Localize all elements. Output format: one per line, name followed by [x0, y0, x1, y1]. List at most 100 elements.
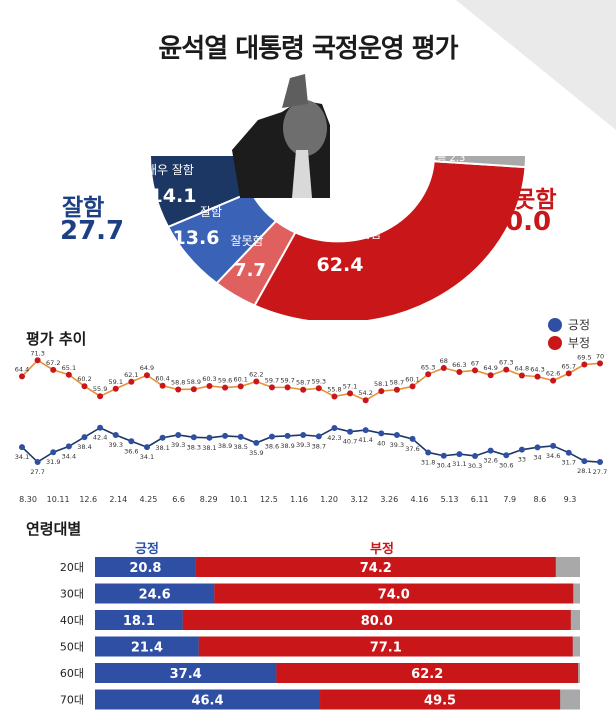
positive-data-label: 42.3	[327, 434, 341, 442]
negative-data-label: 59.1	[108, 378, 122, 386]
negative-data-label: 62.1	[124, 371, 138, 379]
legend-negative-label: 부정	[567, 336, 590, 350]
age-bar-positive	[95, 636, 199, 657]
negative-point	[472, 367, 479, 374]
negative-point	[378, 388, 385, 395]
age-bar-positive	[95, 663, 277, 683]
negative-data-label: 54.2	[358, 389, 372, 397]
negative-data-label: 60.1	[233, 375, 247, 383]
positive-point	[425, 449, 432, 456]
page-title: 윤석열 대통령 국정운영 평가	[158, 34, 458, 64]
positive-point	[518, 446, 525, 453]
negative-data-label: 58.1	[374, 380, 388, 388]
x-tick-label: 12.6	[79, 495, 97, 504]
positive-data-label: 34.6	[546, 452, 560, 460]
positive-point	[112, 431, 119, 438]
negative-data-label: 58.8	[171, 378, 185, 386]
age-category-label: 70대	[60, 694, 84, 707]
positive-data-label: 34.1	[15, 453, 29, 461]
negative-data-label: 65.7	[562, 362, 576, 370]
positive-point	[565, 449, 572, 456]
negative-data-label: 58.7	[390, 379, 404, 387]
negative-point	[347, 390, 354, 397]
age-bar-negative	[214, 583, 574, 604]
negative-data-label: 60.1	[405, 375, 419, 383]
positive-data-label: 38.1	[155, 444, 169, 452]
age-negative-value: 62.2	[411, 667, 443, 682]
negative-point	[503, 366, 510, 373]
legend-negative: 부정	[547, 334, 590, 351]
donut-chart: 매우 잘함 14.1잘함 13.6 잘못함 7.7 매우 잘못함 62.4 잘모름 2.3	[146, 74, 528, 320]
positive-data-label: 38.9	[280, 442, 294, 450]
age-negative-value: 74.2	[360, 561, 392, 576]
negative-data-label: 66.3	[452, 361, 466, 369]
bad-total-label: 잘 못함	[485, 187, 557, 213]
x-tick-label: 1.20	[320, 495, 338, 504]
positive-data-label: 39.3	[108, 441, 122, 449]
negative-point	[175, 386, 182, 393]
slice-value-good: 13.6	[173, 227, 220, 249]
positive-point	[550, 442, 557, 449]
negative-point	[456, 368, 463, 375]
photo-raised-fist	[282, 74, 308, 108]
negative-point	[81, 383, 88, 390]
positive-point	[222, 432, 229, 439]
negative-point	[19, 373, 25, 380]
negative-data-label: 68	[440, 357, 448, 365]
x-tick-label: 12.5	[260, 495, 278, 504]
negative-point	[300, 386, 307, 393]
age-positive-value: 21.4	[131, 641, 163, 656]
negative-point	[550, 377, 557, 384]
positive-data-label: 38.7	[312, 442, 326, 450]
age-bar-chart: 20대 20.8 74.2 30대 24.6 74.0 40대 18.1 80.0 50대 21.4…	[60, 557, 580, 710]
positive-point	[393, 431, 400, 438]
legend-negative-dot	[547, 335, 562, 350]
positive-point	[331, 424, 338, 431]
positive-point	[472, 452, 479, 459]
negative-point	[487, 372, 494, 379]
positive-data-label: 36.6	[124, 447, 138, 455]
positive-data-label: 40	[377, 439, 385, 447]
legend-positive-label: 긍정	[567, 318, 590, 332]
negative-point	[315, 385, 322, 392]
age-title: 연령대별	[26, 520, 82, 538]
positive-data-label: 31.9	[46, 458, 60, 466]
positive-data-label: 34	[533, 453, 541, 461]
negative-point	[237, 383, 244, 390]
age-bar-negative	[195, 557, 556, 577]
negative-data-label: 67	[471, 359, 479, 367]
president-photo	[232, 74, 330, 198]
x-tick-label: 5.13	[441, 495, 459, 504]
negative-point	[362, 397, 369, 404]
age-category-label: 60대	[60, 667, 84, 680]
negative-point	[581, 361, 588, 368]
corner-decoration	[456, 0, 616, 130]
positive-data-label: 31.7	[562, 459, 576, 467]
age-bar-positive	[95, 610, 183, 630]
age-positive-value: 18.1	[123, 614, 155, 629]
slice-value-bad: 7.7	[234, 260, 266, 281]
negative-data-label: 65.3	[421, 363, 435, 371]
age-category-label: 30대	[60, 588, 84, 601]
positive-point	[253, 439, 260, 446]
slice-label-dontknow: 잘모름 2.3	[419, 152, 466, 164]
positive-point	[97, 424, 104, 431]
age-category-label: 20대	[60, 561, 84, 574]
positive-point	[315, 433, 322, 440]
negative-data-label: 58.7	[296, 379, 310, 387]
negative-point	[206, 382, 213, 389]
negative-data-label: 64.8	[515, 364, 529, 372]
positive-point	[284, 432, 291, 439]
negative-point	[284, 384, 291, 391]
positive-data-label: 38.5	[233, 443, 247, 451]
negative-data-label: 55.8	[327, 385, 341, 393]
slice-value-very-bad: 62.4	[317, 254, 364, 276]
negative-data-label: 64.9	[483, 364, 497, 372]
x-tick-label: 10.1	[230, 495, 248, 504]
positive-point	[143, 444, 150, 451]
positive-data-label: 28.1	[577, 467, 591, 475]
age-bar-negative	[276, 663, 579, 683]
negative-data-label: 57.1	[343, 382, 357, 390]
trend-line-chart: 64.471.367.265.160.255.959.162.164.960.4…	[15, 349, 607, 504]
x-tick-label: 2.14	[109, 495, 127, 504]
